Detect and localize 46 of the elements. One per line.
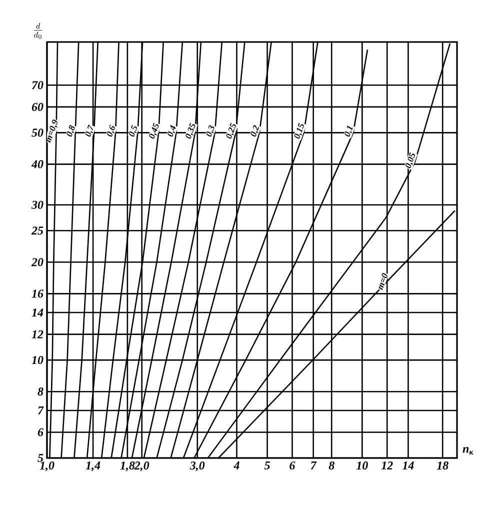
text: 0,05 bbox=[405, 152, 415, 168]
x-tick-label: 8 bbox=[328, 462, 334, 470]
x-tick-label: 1,0 bbox=[40, 462, 54, 472]
text: m=0 bbox=[378, 273, 388, 290]
y-tick-label: 12 bbox=[32, 330, 44, 338]
x-tick-label: 18 bbox=[436, 462, 448, 470]
x-tick-label: 14 bbox=[402, 462, 414, 470]
y-tick-label: 16 bbox=[32, 290, 44, 298]
text: 0,15 bbox=[294, 122, 304, 139]
text: 0,2 bbox=[250, 125, 260, 137]
y-tick-label: 60 bbox=[32, 102, 44, 111]
x-tick-label: 10 bbox=[356, 462, 368, 470]
x-tick-label: 1,8 bbox=[120, 462, 135, 472]
text: 0,4 bbox=[168, 124, 176, 137]
y-tick-label: 10 bbox=[32, 356, 44, 364]
text: m=0,9 bbox=[46, 120, 58, 143]
x-tick-label: 2,0 bbox=[134, 462, 150, 472]
text: 0,1 bbox=[344, 126, 353, 137]
x-tick-label: 6 bbox=[290, 462, 296, 470]
text: 0,3 bbox=[206, 125, 214, 137]
y-tick-label: 6 bbox=[38, 428, 44, 436]
x-tick-label: 5 bbox=[264, 462, 270, 470]
y-tick-label: 20 bbox=[31, 258, 44, 266]
y-tick-label: 25 bbox=[31, 226, 44, 235]
y-tick-label: 8 bbox=[38, 388, 44, 396]
text: 0,35 bbox=[186, 122, 196, 139]
y-tick-label: 50 bbox=[32, 128, 44, 137]
text: 0,6 bbox=[106, 124, 115, 137]
y-tick-label: 30 bbox=[31, 200, 44, 209]
x-axis-title: n$_{к}$ bbox=[462, 447, 474, 454]
y-tick-label: 5 bbox=[38, 454, 44, 462]
x-tick-label: 4 bbox=[234, 462, 240, 470]
y-axis-title: $\frac{d}{d_0}$ bbox=[34, 23, 42, 39]
text: 0,8 bbox=[66, 125, 75, 137]
x-tick-label: 12 bbox=[381, 462, 393, 470]
y-tick-label: 70 bbox=[32, 81, 44, 90]
text: 0,7 bbox=[85, 124, 93, 137]
y-tick-label: 14 bbox=[32, 308, 44, 316]
text: 0,25 bbox=[226, 122, 236, 139]
text: 0,45 bbox=[149, 122, 159, 139]
x-tick-label: 1,4 bbox=[86, 462, 100, 472]
y-tick-label: 7 bbox=[38, 406, 44, 414]
x-tick-label: 7 bbox=[310, 462, 317, 470]
y-tick-label: 40 bbox=[31, 160, 44, 168]
x-tick-label: 3,0 bbox=[190, 462, 205, 472]
text: 0,5 bbox=[129, 124, 137, 137]
